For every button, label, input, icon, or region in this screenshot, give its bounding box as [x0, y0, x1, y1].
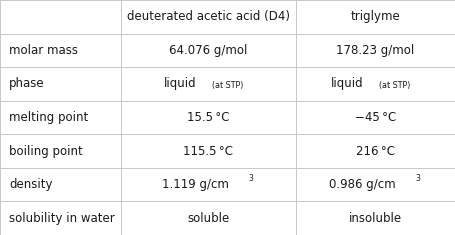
Text: melting point: melting point — [9, 111, 88, 124]
Text: insoluble: insoluble — [349, 212, 402, 225]
Text: 115.5 °C: 115.5 °C — [183, 145, 233, 158]
Text: 3: 3 — [248, 174, 253, 183]
Text: molar mass: molar mass — [9, 44, 78, 57]
Text: liquid: liquid — [164, 77, 197, 90]
Text: triglyme: triglyme — [350, 10, 400, 23]
Text: liquid: liquid — [331, 77, 364, 90]
Text: 15.5 °C: 15.5 °C — [187, 111, 229, 124]
Text: deuterated acetic acid (D4): deuterated acetic acid (D4) — [126, 10, 290, 23]
Text: phase: phase — [9, 77, 45, 90]
Text: density: density — [9, 178, 53, 191]
Text: −45 °C: −45 °C — [355, 111, 396, 124]
Text: 178.23 g/mol: 178.23 g/mol — [336, 44, 415, 57]
Text: (at STP): (at STP) — [379, 81, 410, 90]
Text: 64.076 g/mol: 64.076 g/mol — [169, 44, 248, 57]
Text: 0.986 g/cm: 0.986 g/cm — [329, 178, 396, 191]
Text: boiling point: boiling point — [9, 145, 83, 158]
Text: 1.119 g/cm: 1.119 g/cm — [162, 178, 229, 191]
Text: solubility in water: solubility in water — [9, 212, 115, 225]
Text: soluble: soluble — [187, 212, 229, 225]
Text: 216 °C: 216 °C — [356, 145, 395, 158]
Text: 3: 3 — [415, 174, 420, 183]
Text: (at STP): (at STP) — [212, 81, 243, 90]
